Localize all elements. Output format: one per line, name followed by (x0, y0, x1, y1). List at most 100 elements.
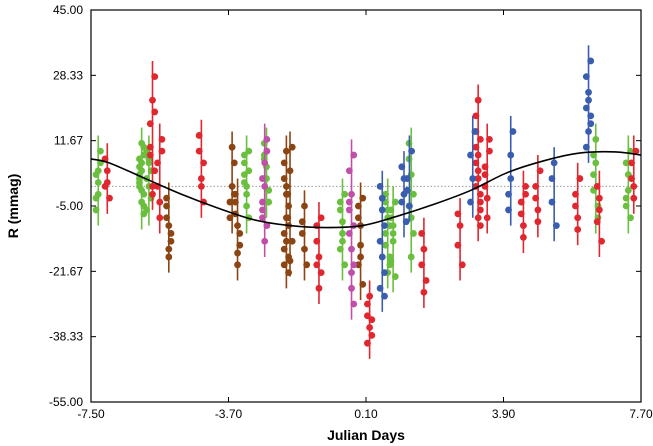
data-point (582, 104, 590, 112)
data-point (140, 190, 148, 198)
data-point (398, 163, 406, 171)
data-point (408, 147, 416, 155)
data-point (167, 237, 175, 245)
fit-curve-layer (90, 150, 642, 229)
fit-curve (90, 150, 642, 229)
data-point (151, 167, 159, 175)
data-point (486, 135, 493, 143)
data-point (138, 167, 146, 175)
axis-ticks-layer: -7.50 -3.70 0.10 3.90 7.70 45.00 28.33 11.67 -5.… (49, 3, 653, 421)
data-point (313, 261, 321, 269)
data-point (282, 147, 290, 155)
x-tick-label: 0.10 (354, 407, 378, 421)
data-point (486, 147, 493, 155)
data-point (582, 143, 590, 151)
data-point (507, 175, 515, 182)
data-point (265, 198, 273, 206)
data-point (407, 253, 415, 261)
data-point (165, 253, 173, 261)
data-point (402, 218, 410, 226)
data-point (590, 171, 597, 179)
data-point (350, 261, 358, 269)
data-point (532, 194, 540, 202)
data-point (522, 190, 530, 198)
data-point (315, 253, 323, 261)
data-point (389, 237, 397, 245)
data-point (350, 151, 358, 159)
data-point (474, 175, 482, 182)
data-point (286, 167, 294, 175)
data-point (226, 198, 234, 206)
data-point (587, 120, 595, 128)
data-point (357, 241, 364, 249)
data-point (284, 214, 292, 222)
data-point (517, 210, 525, 218)
data-point (422, 277, 430, 284)
data-point (532, 183, 540, 190)
data-point (520, 222, 527, 230)
data-point (378, 253, 386, 261)
data-point (403, 175, 411, 182)
data-point (228, 183, 236, 190)
data-point (364, 339, 371, 347)
data-point (339, 218, 346, 226)
data-point (391, 273, 399, 280)
data-point (282, 237, 290, 245)
data-point (259, 198, 266, 206)
data-point (263, 222, 271, 230)
data-point (339, 237, 346, 245)
data-point (231, 198, 239, 206)
data-point (261, 159, 269, 167)
series-4 (376, 45, 595, 312)
data-point (587, 112, 595, 120)
data-point (576, 175, 584, 182)
data-point (240, 159, 248, 167)
data-point (572, 202, 579, 210)
data-point (592, 135, 600, 143)
data-point (280, 230, 288, 237)
data-point (156, 198, 164, 206)
data-point (286, 257, 294, 265)
data-point (628, 159, 635, 167)
x-tick-label: -7.50 (77, 407, 105, 421)
data-marks-layer (92, 45, 640, 359)
data-point (481, 163, 489, 171)
data-point (585, 88, 592, 96)
data-point (622, 194, 630, 202)
data-point (387, 206, 395, 214)
y-axis-title: R (mmag) (5, 174, 21, 239)
data-point (359, 281, 367, 288)
data-point (458, 261, 466, 269)
data-point (146, 120, 154, 128)
data-point (236, 241, 244, 249)
data-point (389, 230, 397, 237)
data-point (195, 132, 203, 139)
data-point (103, 179, 111, 186)
data-point (288, 143, 296, 151)
data-point (163, 194, 170, 202)
data-point (472, 159, 480, 167)
data-point (536, 167, 544, 175)
data-point (236, 230, 244, 237)
data-point (301, 202, 308, 210)
data-point (593, 218, 601, 226)
data-point (350, 222, 358, 230)
data-point (593, 183, 601, 190)
data-point (348, 190, 355, 198)
data-point (243, 190, 250, 198)
data-point (552, 222, 560, 230)
data-point (336, 245, 344, 253)
data-point (149, 190, 156, 198)
series-2 (163, 131, 367, 301)
data-point (226, 214, 234, 222)
data-point (301, 245, 308, 253)
data-point (280, 175, 288, 182)
data-point (243, 202, 250, 210)
data-point (243, 183, 250, 190)
data-point (364, 300, 371, 308)
data-point (467, 198, 474, 206)
data-point (359, 194, 367, 202)
data-point (285, 202, 292, 210)
data-point (350, 300, 358, 308)
